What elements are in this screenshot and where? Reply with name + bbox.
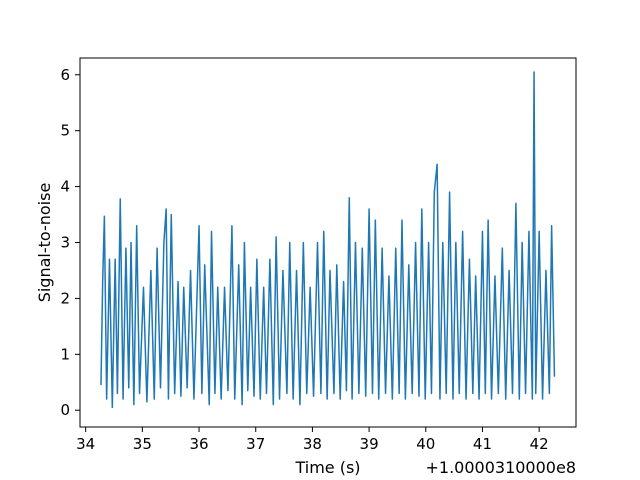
y-tick-label: 6: [60, 66, 70, 84]
series-line-0: [100, 71, 556, 409]
plot-area: [100, 71, 556, 409]
y-tick-label: 0: [60, 401, 70, 419]
x-axis-label: Time (s): [294, 458, 360, 477]
y-tick-label: 1: [60, 345, 70, 363]
x-axis-offset-label: +1.0000310000e8: [426, 458, 577, 477]
y-tick-label: 5: [60, 122, 70, 140]
x-axis-ticks: 34 35 36 37 38 39 40 41 42: [76, 427, 549, 453]
y-tick-label: 3: [60, 234, 70, 252]
x-tick-label: 39: [360, 435, 379, 453]
y-tick-label: 4: [60, 178, 70, 196]
x-tick-label: 34: [76, 435, 95, 453]
x-tick-label: 40: [416, 435, 435, 453]
y-tick-label: 2: [60, 289, 70, 307]
y-axis-label: Signal-to-noise: [35, 183, 54, 303]
x-tick-label: 42: [530, 435, 549, 453]
x-tick-label: 38: [303, 435, 322, 453]
y-axis-ticks: 0 1 2 3 4 5 6: [60, 66, 80, 419]
axes-frame: [79, 57, 577, 428]
x-tick-label: 41: [473, 435, 492, 453]
x-tick-label: 35: [133, 435, 152, 453]
x-tick-label: 37: [246, 435, 265, 453]
x-tick-label: 36: [189, 435, 208, 453]
